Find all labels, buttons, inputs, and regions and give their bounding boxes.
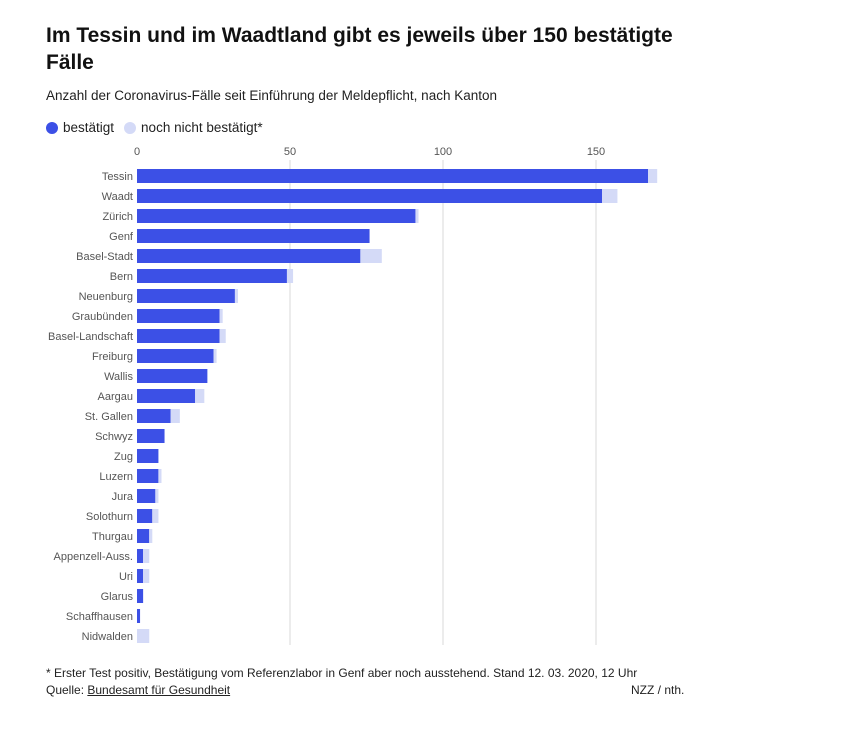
category-label-solothurn: Solothurn [86,511,133,523]
category-label-schwyz: Schwyz [95,431,133,443]
bar-confirmed-thurgau [137,529,150,543]
bar-confirmed-aargau [137,389,196,403]
category-label-schaffhausen: Schaffhausen [66,611,133,623]
category-label-tessin: Tessin [102,171,133,183]
category-label-st-gallen: St. Gallen [85,411,133,423]
bar-confirmed-uri [137,569,144,583]
bar-pending-luzern [158,469,162,483]
bar-confirmed-schwyz [137,429,165,443]
legend-label-confirmed: bestätigt [63,120,115,135]
category-label-uri: Uri [119,571,133,583]
bar-pending-st-gallen [170,409,180,423]
legend-item-confirmed: bestätigt [46,120,114,135]
bar-confirmed-freiburg [137,349,214,363]
category-label-basel-stadt: Basel-Stadt [76,251,133,263]
bar-pending-bern [286,269,294,283]
bar-pending-basel-landschaft [219,329,226,343]
bar-pending-freiburg [213,349,217,363]
bar-pending-tessin [648,169,658,183]
bar-confirmed-appenzell-auss [137,549,144,563]
legend-swatch-confirmed [46,121,58,134]
source-prefix: Quelle: [46,683,88,697]
bar-confirmed-bern [137,269,287,283]
bar-pending-zürich [415,209,419,223]
bar-confirmed-st-gallen [137,409,171,423]
category-label-bern: Bern [110,271,133,283]
category-label-nidwalden: Nidwalden [82,631,133,643]
bar-pending-nidwalden [137,629,150,643]
credit: NZZ / nth. [631,683,685,697]
category-label-zürich: Zürich [102,211,133,223]
bar-confirmed-tessin [137,169,649,183]
x-tick-label-0: 0 [134,146,140,158]
category-label-aargau: Aargau [98,391,133,403]
chart-title: Im Tessin und im Waadtland gibt es jewei… [46,24,673,74]
category-label-glarus: Glarus [101,591,134,603]
bar-chart: 0 50 100 150 Tessin Waadt Zürich Genf Basel-Stad… [48,146,658,645]
bar-confirmed-glarus [137,589,144,603]
x-tick-label-50: 50 [284,146,296,158]
bar-confirmed-basel-landschaft [137,329,220,343]
category-label-graubünden: Graubünden [72,311,133,323]
x-tick-label-100: 100 [434,146,452,158]
bar-confirmed-zürich [137,209,416,223]
x-tick-label-150: 150 [587,146,605,158]
bar-confirmed-luzern [137,469,159,483]
bar-confirmed-basel-stadt [137,249,361,263]
bar-confirmed-genf [137,229,370,243]
legend-swatch-pending [124,121,137,134]
legend-item-pending: noch nicht bestätigt* [124,120,263,135]
bar-pending-solothurn [152,509,159,523]
bar-pending-thurgau [149,529,153,543]
bar-confirmed-wallis [137,369,208,383]
bar-confirmed-zug [137,449,159,463]
bar-pending-waadt [602,189,618,203]
footnote: * Erster Test positiv, Bestätigung vom R… [46,666,638,680]
bar-confirmed-solothurn [137,509,153,523]
source-line: Quelle: Bundesamt für Gesundheit [46,683,230,697]
category-label-freiburg: Freiburg [92,351,133,363]
category-label-basel-landschaft: Basel-Landschaft [48,331,133,343]
bar-pending-jura [155,489,159,503]
bar-confirmed-jura [137,489,156,503]
category-label-thurgau: Thurgau [92,531,133,543]
bar-pending-graubünden [219,309,223,323]
source-link[interactable]: Bundesamt für Gesundheit [87,683,231,697]
bar-confirmed-neuenburg [137,289,235,303]
bar-pending-neuenburg [234,289,238,303]
category-label-appenzell-auss: Appenzell-Auss. [54,551,134,563]
bar-pending-basel-stadt [360,249,382,263]
bar-pending-uri [143,569,150,583]
bar-confirmed-waadt [137,189,603,203]
category-label-zug: Zug [114,451,133,463]
category-label-jura: Jura [112,491,134,503]
category-label-luzern: Luzern [99,471,133,483]
chart-subtitle: Anzahl der Coronavirus-Fälle seit Einfüh… [46,88,497,103]
category-label-genf: Genf [109,231,134,243]
category-label-wallis: Wallis [104,371,133,383]
legend: bestätigt noch nicht bestätigt* [46,120,273,135]
category-label-neuenburg: Neuenburg [79,291,133,303]
bar-confirmed-graubünden [137,309,220,323]
category-label-waadt: Waadt [102,191,133,203]
bar-pending-aargau [195,389,205,403]
legend-label-pending: noch nicht bestätigt* [141,120,263,135]
bar-pending-appenzell-auss [143,549,150,563]
bar-confirmed-schaffhausen [137,609,141,623]
